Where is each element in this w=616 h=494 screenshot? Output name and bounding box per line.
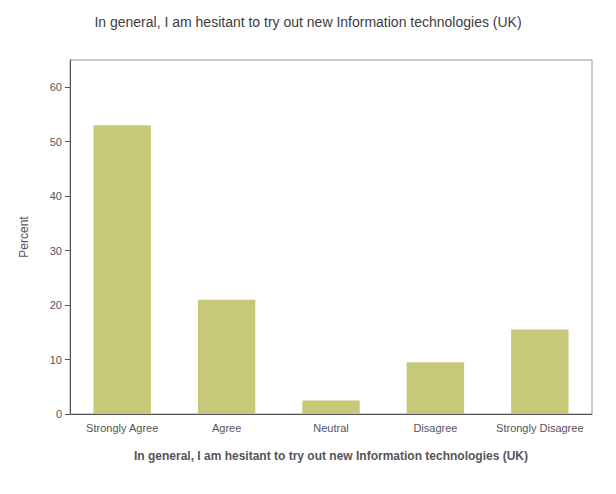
svg-text:60: 60: [50, 81, 62, 93]
svg-text:Disagree: Disagree: [413, 422, 457, 434]
svg-text:10: 10: [50, 354, 62, 366]
svg-text:0: 0: [56, 408, 62, 420]
svg-text:40: 40: [50, 190, 62, 202]
svg-text:50: 50: [50, 136, 62, 148]
svg-text:Agree: Agree: [212, 422, 241, 434]
svg-text:Neutral: Neutral: [313, 422, 348, 434]
svg-text:30: 30: [50, 245, 62, 257]
svg-text:Percent: Percent: [17, 216, 31, 258]
svg-text:20: 20: [50, 299, 62, 311]
svg-text:Strongly Agree: Strongly Agree: [86, 422, 158, 434]
svg-text:In general, I am hesitant to t: In general, I am hesitant to try out new…: [94, 14, 521, 30]
svg-text:Strongly Disagree: Strongly Disagree: [496, 422, 583, 434]
svg-text:In general, I am hesitant to t: In general, I am hesitant to try out new…: [134, 449, 528, 463]
